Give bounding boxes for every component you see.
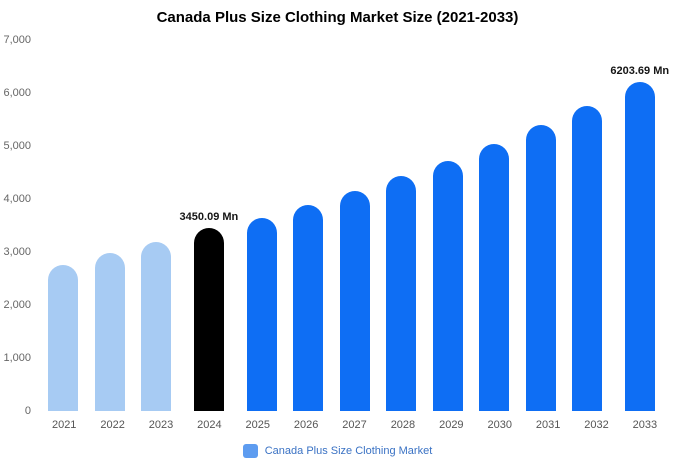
legend-label: Canada Plus Size Clothing Market	[264, 445, 433, 457]
bar-slot	[133, 40, 180, 411]
bar-2024[interactable]	[193, 228, 224, 411]
y-tick-label: 4,000	[3, 193, 31, 205]
chart-title: Canada Plus Size Clothing Market Size (2…	[156, 9, 519, 26]
y-tick-label: 7,000	[3, 34, 31, 46]
x-axis-label: 2023	[148, 419, 174, 431]
bar-slot	[331, 40, 378, 411]
bar-slot: 6203.69 Mn	[610, 40, 669, 411]
y-tick-label: 5,000	[3, 140, 31, 152]
bar-2022[interactable]	[94, 253, 125, 411]
bar-value-label: 3450.09 Mn	[179, 211, 239, 224]
legend-swatch-icon	[242, 444, 258, 458]
x-axis-label: 2030	[487, 419, 512, 431]
x-axis-label: 2025	[245, 419, 270, 431]
x-axis-label: 2026	[293, 419, 319, 431]
y-tick-label: 1,000	[3, 352, 31, 364]
x-axis-label: 2022	[100, 419, 125, 431]
x-axis-label: 2029	[439, 419, 464, 431]
y-axis: 0 1,000 2,000 3,000 4,000 5,000 6,000 7,000	[0, 34, 33, 417]
bar-2027[interactable]	[339, 191, 370, 411]
x-axis-label: 2027	[342, 419, 367, 431]
bar-slot: 3450.09 Mn	[179, 40, 239, 411]
bar-slot	[424, 40, 471, 411]
bar-2021[interactable]	[48, 265, 79, 411]
bar-slot	[378, 40, 425, 411]
bar-slot	[238, 40, 285, 411]
bar-2033[interactable]	[624, 82, 655, 411]
x-axis-label: 2028	[390, 419, 416, 431]
bar-2025[interactable]	[246, 217, 277, 411]
bar-2023[interactable]	[141, 242, 172, 411]
bar-slot	[564, 40, 611, 411]
y-tick-label: 6,000	[3, 87, 31, 99]
bar-2028[interactable]	[386, 176, 417, 411]
bar-2030[interactable]	[479, 143, 510, 411]
bar-2026[interactable]	[293, 204, 324, 411]
x-axis-label: 2021	[51, 419, 77, 431]
x-axis-label: 2024	[197, 419, 222, 431]
bars-row: 3450.09 Mn 6203.69 Mn	[40, 40, 669, 411]
x-axis-label: 2033	[632, 419, 658, 431]
y-tick-label: 2,000	[3, 299, 31, 311]
legend[interactable]: Canada Plus Size Clothing Market	[0, 444, 675, 458]
bar-value-label: 6203.69 Mn	[610, 65, 670, 78]
x-axis-labels: 2021 2022 2023 2024 2025 2026 2027 2028 2029 2030…	[40, 419, 669, 431]
bar-slot	[517, 40, 564, 411]
bar-2031[interactable]	[525, 125, 556, 411]
y-tick-label: 0	[24, 405, 31, 417]
bar-slot	[40, 40, 87, 411]
y-tick-label: 3,000	[3, 246, 31, 258]
plot-area: 3450.09 Mn 6203.69 Mn	[40, 40, 669, 411]
bar-slot	[285, 40, 332, 411]
bar-2029[interactable]	[432, 160, 463, 411]
bar-slot	[471, 40, 518, 411]
bar-slot	[87, 40, 134, 411]
x-axis-label: 2031	[535, 419, 561, 431]
x-axis-label: 2032	[584, 419, 609, 431]
bar-2032[interactable]	[572, 105, 603, 411]
